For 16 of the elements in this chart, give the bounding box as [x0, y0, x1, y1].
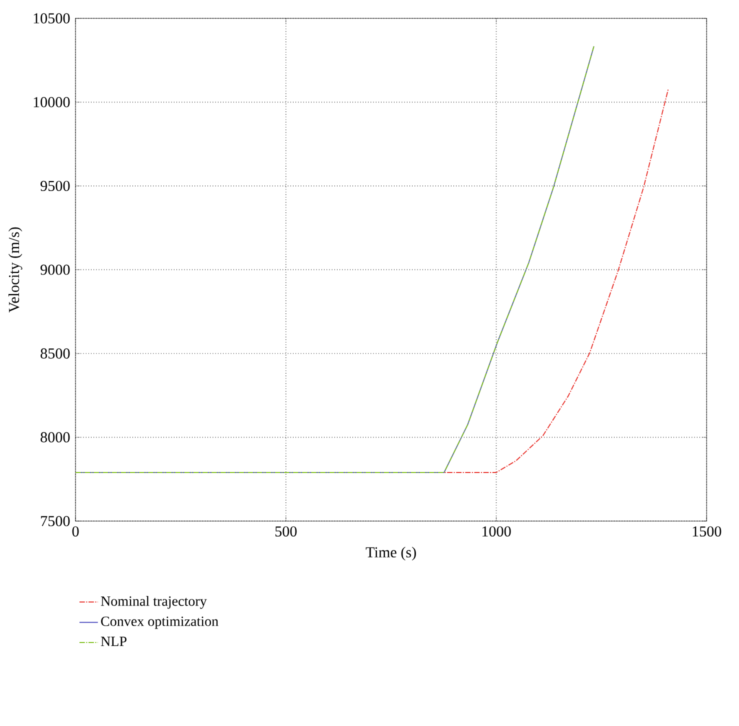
y-tick-label: 10000 [34, 97, 70, 108]
y-tick-label: 8000 [40, 432, 70, 442]
x-axis-title: Time (s) [366, 546, 416, 560]
y-tick-label: 7500 [41, 516, 70, 526]
y-tick-label: 9000 [40, 264, 70, 275]
y-tick-label: 10500 [34, 13, 70, 24]
x-tick-label: 500 [275, 526, 297, 537]
x-tick-label: 1500 [692, 526, 722, 537]
y-axis-title: Velocity (m/s) [8, 227, 22, 313]
x-tick-label: 1000 [482, 526, 511, 537]
legend-label: NLP [100, 636, 126, 646]
legend-label: Convex optimization [101, 616, 218, 629]
y-tick-label: 9500 [40, 180, 70, 192]
x-tick-label: 0 [72, 526, 79, 537]
legend-label: Nominal trajectory [100, 596, 207, 609]
y-tick-label: 8500 [40, 348, 70, 359]
